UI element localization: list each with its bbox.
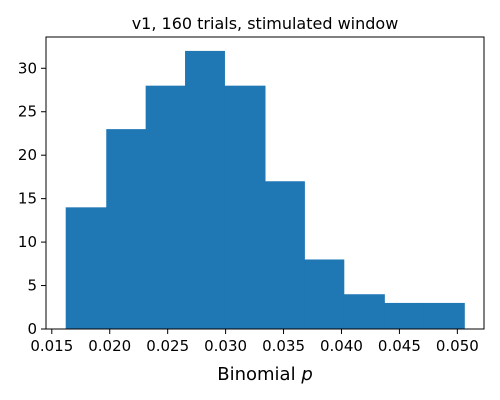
histogram-bar <box>304 259 345 329</box>
x-axis-label-text: Binomial <box>217 364 301 385</box>
y-tick-label: 15 <box>18 190 37 208</box>
x-tick-label: 0.020 <box>88 337 131 355</box>
histogram-bar <box>384 302 425 329</box>
x-axis-label: Binomial p <box>217 364 313 385</box>
histogram-bar <box>423 302 465 329</box>
x-tick-label: 0.050 <box>436 337 479 355</box>
histogram-bar <box>145 85 186 330</box>
y-tick-label: 0 <box>27 320 37 338</box>
plot-frame <box>45 36 485 330</box>
y-tick-label: 25 <box>18 103 37 121</box>
y-tick-label: 5 <box>27 277 37 295</box>
x-tick-label: 0.045 <box>378 337 421 355</box>
bars-group <box>65 50 465 330</box>
histogram-bar <box>106 129 147 329</box>
y-ticks-group: 0 5 10 15 20 25 30 <box>18 59 46 338</box>
y-tick-label: 20 <box>18 146 37 164</box>
histogram-bar <box>224 85 266 330</box>
y-tick-label: 30 <box>18 59 37 77</box>
x-tick-label: 0.035 <box>262 337 305 355</box>
histogram-bar <box>343 294 385 329</box>
x-tick-label: 0.040 <box>320 337 363 355</box>
y-tick-label: 10 <box>18 233 37 251</box>
x-tick-label: 0.030 <box>204 337 247 355</box>
x-axis-label-variable: p <box>300 364 312 385</box>
axes-group <box>45 36 485 330</box>
x-tick-label: 0.015 <box>30 337 73 355</box>
histogram-bar <box>185 50 225 330</box>
histogram-bar <box>265 181 305 329</box>
chart-title: v1, 160 trials, stimulated window <box>132 14 399 33</box>
x-ticks-group: 0.015 0.020 0.025 0.030 0.035 0.040 0.045 0.050 <box>30 329 479 355</box>
x-tick-label: 0.025 <box>146 337 189 355</box>
histogram-bar <box>65 207 107 329</box>
